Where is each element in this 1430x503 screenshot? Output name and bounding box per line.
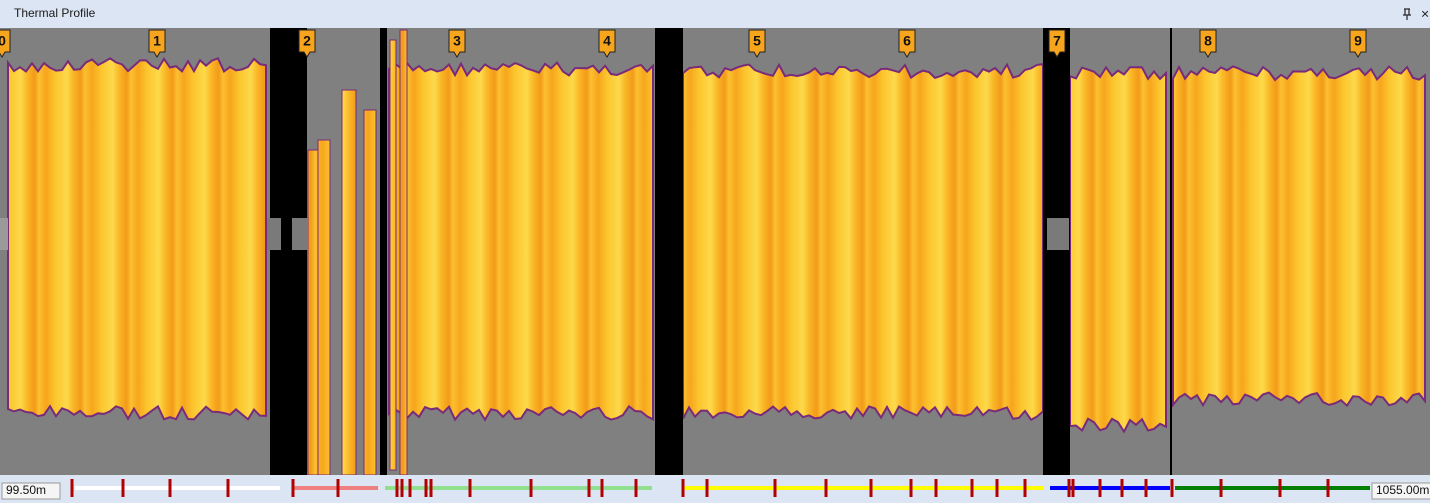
track-tick	[292, 479, 295, 497]
thermal-block	[1070, 67, 1166, 431]
track-tick	[935, 479, 938, 497]
track-tick	[870, 479, 873, 497]
track-tick	[396, 479, 399, 497]
track-tick	[601, 479, 604, 497]
track-tick	[971, 479, 974, 497]
track-tick	[996, 479, 999, 497]
thermal-block	[389, 63, 653, 420]
marker-label: 2	[303, 33, 311, 49]
track-tick	[588, 479, 591, 497]
marker-label: 0	[0, 33, 6, 49]
track-tick	[1121, 479, 1124, 497]
track-tick	[1072, 479, 1075, 497]
marker-label: 9	[1354, 33, 1362, 49]
track-tick	[825, 479, 828, 497]
track-tick	[227, 479, 230, 497]
track-tick	[774, 479, 777, 497]
track-tick	[635, 479, 638, 497]
thermal-strip	[308, 150, 318, 475]
thermal-block	[683, 64, 1043, 420]
start-label: 99.50m	[6, 483, 46, 497]
track-tick	[910, 479, 913, 497]
thermal-block	[8, 58, 266, 419]
marker-label: 4	[603, 33, 611, 49]
track-tick	[401, 479, 404, 497]
track-tick	[71, 479, 74, 497]
marker-label: 3	[453, 33, 461, 49]
window-title: Thermal Profile	[14, 6, 96, 20]
thermal-strip	[318, 140, 330, 475]
track-tick	[682, 479, 685, 497]
track-tick	[1220, 479, 1223, 497]
track-tick	[1171, 479, 1174, 497]
marker-label: 8	[1204, 33, 1212, 49]
track-tick	[169, 479, 172, 497]
thermal-strip	[364, 110, 376, 475]
marker-label: 7	[1053, 33, 1061, 49]
close-button[interactable]: ×	[1421, 6, 1429, 22]
track-tick	[1068, 479, 1071, 497]
track-tick	[1279, 479, 1282, 497]
marker-label: 5	[753, 33, 761, 49]
track-tick	[122, 479, 125, 497]
track-tick	[1099, 479, 1102, 497]
track-tick	[530, 479, 533, 497]
track-tick	[1145, 479, 1148, 497]
track-tick	[409, 479, 412, 497]
marker-label: 6	[903, 33, 911, 49]
track-tick	[337, 479, 340, 497]
track-tick	[1024, 479, 1027, 497]
thermal-strip	[390, 40, 396, 470]
marker-label: 1	[153, 33, 161, 49]
track-tick	[706, 479, 709, 497]
track-tick	[430, 479, 433, 497]
page: Thermal Profile × 0 1 2 3 4 5 6 7 8 9 99.50m 1055…	[0, 0, 1430, 503]
thermal-profile-window: Thermal Profile × 0 1 2 3 4 5 6 7 8 9 99.50m 1055…	[0, 0, 1430, 503]
title-bar	[0, 0, 1430, 28]
track-tick	[1327, 479, 1330, 497]
thermal-block	[1173, 66, 1425, 405]
end-label: 1055.00m	[1376, 483, 1429, 497]
track-tick	[469, 479, 472, 497]
thermal-strip	[400, 30, 407, 475]
track-tick	[425, 479, 428, 497]
thermal-strip	[342, 90, 356, 475]
